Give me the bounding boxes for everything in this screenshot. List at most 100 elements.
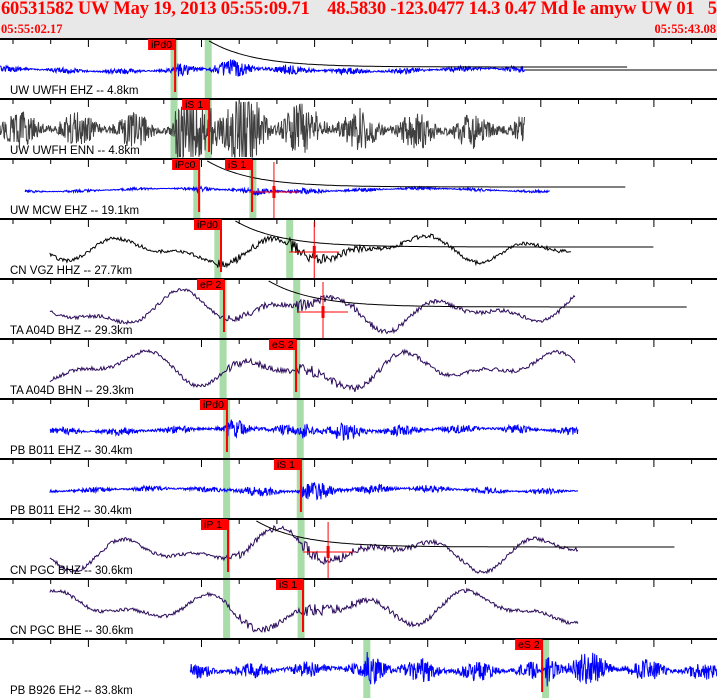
station-label: TA A04D BHN -- 29.3km <box>10 385 134 397</box>
pick-flag <box>182 99 210 110</box>
amplitude-marker <box>321 306 325 318</box>
event-summary: 60531582 UW May 19, 2013 05:55:09.71 48.… <box>1 0 717 20</box>
longitude: -123.0477 <box>390 0 465 19</box>
predicted-arrival-band <box>204 40 212 98</box>
station-label: CN VGZ HHZ -- 27.7km <box>10 265 133 277</box>
pick-flag <box>515 639 543 650</box>
pick-label[interactable]: iP 1 <box>204 519 222 531</box>
event-id: 60531582 <box>1 0 74 19</box>
waveform-plot: eP 2 <box>0 278 717 338</box>
waveform-plot: iPc0 iS 1 <box>0 158 717 218</box>
waveform-trace <box>49 348 576 393</box>
waveform-trace <box>49 482 579 501</box>
event-type: le <box>572 0 586 19</box>
coda-decay-curve <box>256 520 675 548</box>
waveform-plot: eS 2 <box>0 338 717 398</box>
trace-row[interactable]: eS 2 TA A04D BHN -- 29.3km <box>0 338 717 398</box>
waveform-plot: eS 2 <box>0 638 717 698</box>
waveform-plot: iPd0 <box>0 398 717 458</box>
pick-flag <box>269 339 297 350</box>
depth: 14.3 <box>468 0 501 19</box>
coda-decay-curve <box>235 220 654 248</box>
event-header: 60531582 UW May 19, 2013 05:55:09.71 48.… <box>0 0 717 38</box>
waveform-trace <box>0 59 525 77</box>
trace-row[interactable]: iS 1 UW UWFH ENN -- 4.8km <box>0 98 717 158</box>
latitude: 48.5830 <box>327 0 386 19</box>
waveform-trace <box>189 651 717 687</box>
waveform-plot: iP 1 <box>0 518 717 578</box>
pick-flag <box>276 579 304 590</box>
pick-flag <box>273 459 301 470</box>
amplitude-marker <box>272 186 276 198</box>
predicted-arrival-band <box>293 280 301 338</box>
pick-flag <box>201 519 229 530</box>
waveform-trace <box>49 233 571 269</box>
event-date: May 19, 2013 <box>113 0 217 19</box>
pick-label[interactable]: iPd0 <box>197 219 218 231</box>
waveform-trace <box>24 185 550 196</box>
waveform-plot: iPd0 <box>0 218 717 278</box>
pick-label[interactable]: iPc0 <box>175 159 196 171</box>
waveform-plot: iPd0 <box>0 38 717 98</box>
predicted-arrival-band <box>297 520 305 578</box>
pick-label[interactable]: eS 2 <box>272 339 294 351</box>
event-network: UW <box>77 0 109 19</box>
pick-flag <box>196 279 224 290</box>
pick-label[interactable]: eP 2 <box>200 279 222 291</box>
trace-row[interactable]: iPc0 iS 1 UW MCW EHZ -- 19.1km <box>0 158 717 218</box>
predicted-arrival-band <box>223 580 231 638</box>
station-label: UW MCW EHZ -- 19.1km <box>10 205 140 217</box>
trace-row[interactable]: eP 2 TA A04D BHZ -- 29.3km <box>0 278 717 338</box>
pick-flag <box>172 159 200 170</box>
trace-row[interactable]: iPd0 UW UWFH EHZ -- 4.8km <box>0 38 717 98</box>
coda-decay-curve <box>268 280 687 308</box>
predicted-arrival-band <box>297 580 305 638</box>
magnitude-type: Md <box>540 0 569 19</box>
pick-label[interactable]: iS 1 <box>228 159 246 171</box>
window-end-time: 05:55:43.08 <box>654 22 716 36</box>
coda-decay-curve <box>207 160 626 188</box>
station-label: PB B926 EH2 -- 83.8km <box>10 685 133 697</box>
window-start-time: 05:55:02.17 <box>1 22 63 36</box>
magnitude: 0.47 <box>504 0 537 19</box>
station-label: UW UWFH EHZ -- 4.8km <box>10 85 139 97</box>
version: 01 <box>676 0 695 19</box>
station-label: PB B011 EHZ -- 30.4km <box>10 445 133 457</box>
seismogram-panel[interactable]: iPd0 UW UWFH EHZ -- 4.8km iS 1 UW UWFH ENN … <box>0 38 717 698</box>
pick-label[interactable]: iPd0 <box>203 399 224 411</box>
waveform-plot: iS 1 <box>0 458 717 518</box>
trace-row[interactable]: iP 1 CN PGC BHZ -- 30.6km <box>0 518 717 578</box>
waveform-trace <box>49 419 579 441</box>
predicted-arrival-band <box>286 220 294 278</box>
waveform-trace <box>49 587 579 633</box>
predicted-arrival-band <box>223 520 231 578</box>
extra-field: 5 <box>707 0 717 19</box>
origin-time: 05:55:09.71 <box>220 0 310 19</box>
waveform-plot: iS 1 <box>0 98 717 158</box>
predicted-arrival-band <box>223 460 231 518</box>
pick-flag <box>199 399 227 410</box>
waveform-plot: iS 1 <box>0 578 717 638</box>
trace-row[interactable]: iPd0 PB B011 EHZ -- 30.4km <box>0 398 717 458</box>
pick-flag <box>225 159 253 170</box>
pick-label[interactable]: iS 1 <box>279 579 297 591</box>
station-label: CN PGC BHZ -- 30.6km <box>10 565 133 577</box>
coda-decay-curve <box>208 40 628 68</box>
pick-label[interactable]: iS 1 <box>185 99 203 111</box>
trace-row[interactable]: eS 2 PB B926 EH2 -- 83.8km <box>0 638 717 698</box>
station-label: TA A04D BHZ -- 29.3km <box>10 325 133 337</box>
pick-label[interactable]: eS 2 <box>518 639 540 651</box>
predicted-arrival-band <box>219 340 227 398</box>
trace-row[interactable]: iS 1 PB B011 EH2 -- 30.4km <box>0 458 717 518</box>
pick-label[interactable]: iPd0 <box>151 39 172 51</box>
author: amyw <box>589 0 637 19</box>
amplitude-marker <box>312 246 316 258</box>
amplitude-marker <box>326 546 330 558</box>
pick-label[interactable]: iS 1 <box>277 459 295 471</box>
pick-flag <box>148 39 176 50</box>
waveform-trace <box>0 101 525 158</box>
trace-row[interactable]: iS 1 CN PGC BHE -- 30.6km <box>0 578 717 638</box>
trace-row[interactable]: iPd0 CN VGZ HHZ -- 27.7km <box>0 218 717 278</box>
predicted-arrival-band <box>214 220 222 278</box>
source: UW <box>640 0 672 19</box>
